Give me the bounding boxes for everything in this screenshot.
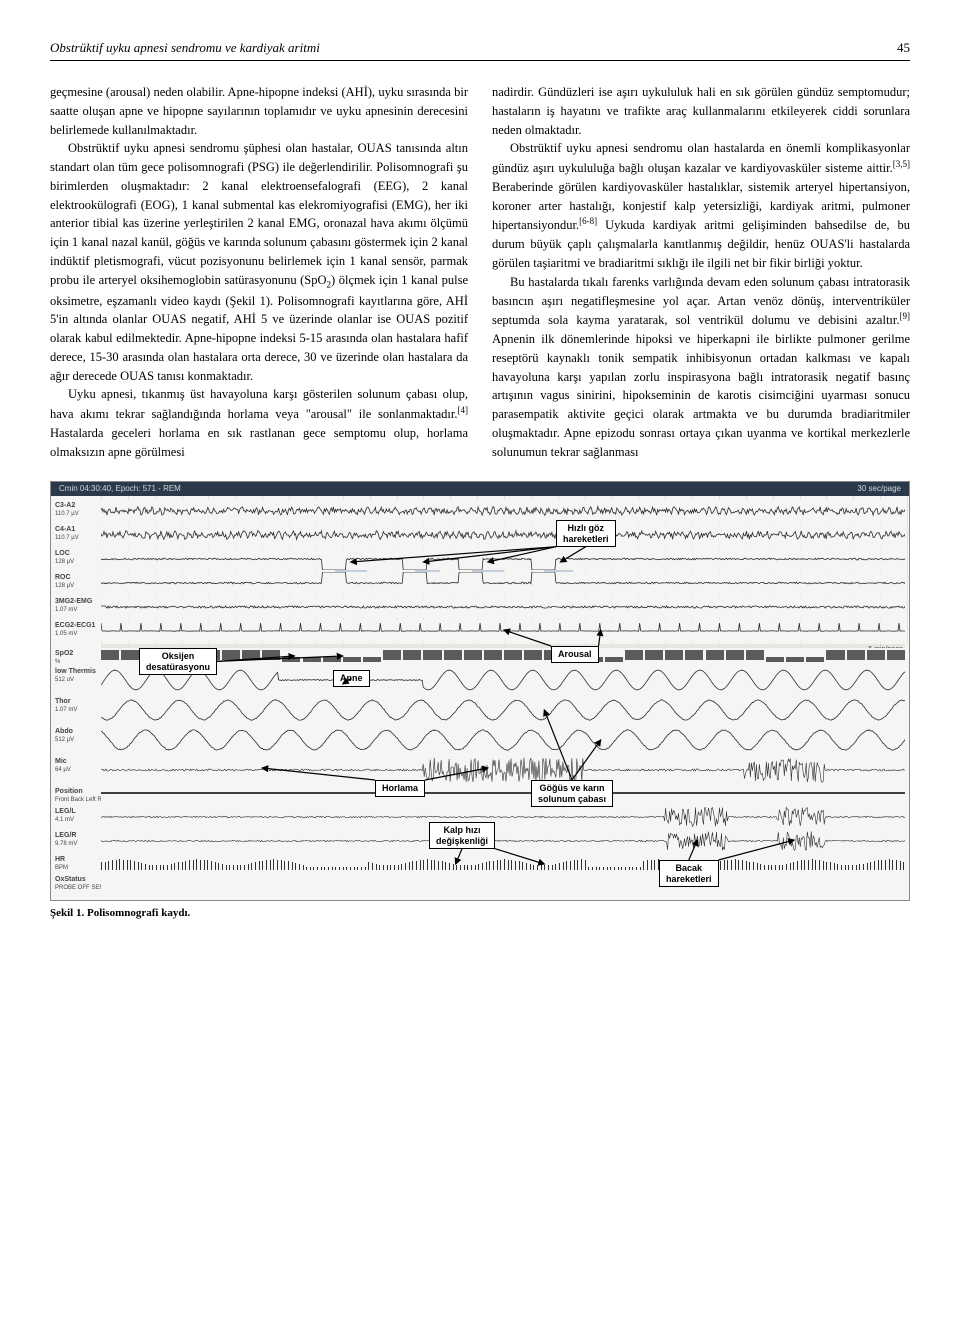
text: Hastalarda geceleri horlama en sık rastl… (50, 426, 468, 459)
psg-topbar: Cmin 04:30:40, Epoch: 571 - REM 30 sec/p… (51, 482, 909, 496)
callout-leg: Bacakhareketleri (659, 860, 719, 887)
text: Bu hastalarda tıkalı farenks varlığında … (492, 275, 910, 328)
callout-oxy: Oksijendesatürasyonu (139, 648, 217, 675)
ref: [9] (900, 311, 911, 321)
para: Bu hastalarda tıkalı farenks varlığında … (492, 273, 910, 462)
text: Uyku apnesi, tıkanmış üst havayoluna kar… (50, 387, 468, 421)
para: geçmesine (arousal) neden olabilir. Apne… (50, 83, 468, 139)
psg-top-right: 30 sec/page (857, 484, 901, 494)
text: Obstrüktif uyku apnesi sendromu şüphesi … (50, 141, 468, 286)
figure-1: Cmin 04:30:40, Epoch: 571 - REM 30 sec/p… (50, 481, 910, 919)
callout-arousal: Arousal (551, 646, 599, 662)
polysomnogram: Cmin 04:30:40, Epoch: 571 - REM 30 sec/p… (50, 481, 910, 901)
left-column: geçmesine (arousal) neden olabilir. Apne… (50, 83, 468, 461)
text: ) ölçmek için 1 kanal pulse oksimetre, e… (50, 273, 468, 383)
right-column: nadirdir. Gündüzleri ise aşırı uykululuk… (492, 83, 910, 461)
running-title: Obstrüktif uyku apnesi sendromu ve kardi… (50, 40, 320, 56)
para: Uyku apnesi, tıkanmış üst havayoluna kar… (50, 385, 468, 461)
page-number: 45 (897, 40, 910, 56)
body-columns: geçmesine (arousal) neden olabilir. Apne… (50, 83, 910, 461)
psg-body: 5 min/pageC3-A2110.7 µVC4-A1110.7 µVLOC1… (51, 496, 909, 900)
ref: [3,5] (893, 159, 910, 169)
callout-snore: Horlama (375, 780, 425, 796)
callout-hrv: Kalp hızıdeğişkenliği (429, 822, 495, 849)
ref: [4] (458, 405, 469, 415)
callout-effort: Göğüs ve karınsolunum çabası (531, 780, 613, 807)
callout-apnea: Apne (333, 670, 370, 686)
figure-caption: Şekil 1. Polisomnografi kaydı. (50, 907, 910, 919)
text: Apnenin ilk dönemlerinde hipoksi ve hipe… (492, 332, 910, 459)
text: Obstrüktif uyku apnesi sendromu olan has… (492, 141, 910, 175)
para: Obstrüktif uyku apnesi sendromu şüphesi … (50, 139, 468, 385)
running-header: Obstrüktif uyku apnesi sendromu ve kardi… (50, 40, 910, 61)
para: Obstrüktif uyku apnesi sendromu olan has… (492, 139, 910, 273)
psg-top-left: Cmin 04:30:40, Epoch: 571 - REM (59, 484, 181, 494)
ref: [6-8] (579, 216, 597, 226)
callout-rem: Hızlı gözhareketleri (556, 520, 616, 547)
para: nadirdir. Gündüzleri ise aşırı uykululuk… (492, 83, 910, 139)
